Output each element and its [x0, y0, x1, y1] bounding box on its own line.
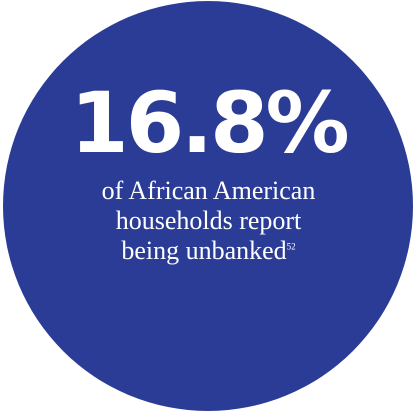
stat-caption: of African American households report be… — [0, 176, 417, 266]
caption-line-3-text: being unbanked — [121, 236, 287, 265]
blue-circle — [3, 1, 413, 411]
stat-value: 16.8% — [70, 74, 349, 172]
footnote-marker: 52 — [286, 241, 296, 252]
caption-line-2: households report — [115, 206, 302, 235]
caption-line-3: being unbanked52 — [0, 236, 417, 266]
caption-line-1: of African American — [101, 176, 316, 205]
